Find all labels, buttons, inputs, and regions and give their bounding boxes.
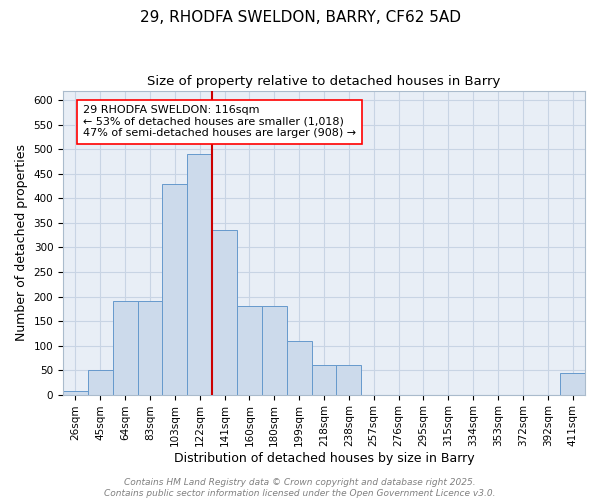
Bar bbox=[237, 306, 262, 394]
Bar bbox=[88, 370, 113, 394]
Title: Size of property relative to detached houses in Barry: Size of property relative to detached ho… bbox=[148, 75, 501, 88]
Bar bbox=[187, 154, 212, 394]
Bar bbox=[560, 372, 585, 394]
Bar bbox=[113, 302, 137, 394]
Bar bbox=[287, 340, 311, 394]
Bar bbox=[163, 184, 187, 394]
Bar bbox=[212, 230, 237, 394]
Text: 29 RHODFA SWELDON: 116sqm
← 53% of detached houses are smaller (1,018)
47% of se: 29 RHODFA SWELDON: 116sqm ← 53% of detac… bbox=[83, 106, 356, 138]
Bar bbox=[311, 365, 337, 394]
Bar bbox=[63, 390, 88, 394]
X-axis label: Distribution of detached houses by size in Barry: Distribution of detached houses by size … bbox=[174, 452, 475, 465]
Bar bbox=[262, 306, 287, 394]
Bar bbox=[137, 302, 163, 394]
Text: Contains HM Land Registry data © Crown copyright and database right 2025.
Contai: Contains HM Land Registry data © Crown c… bbox=[104, 478, 496, 498]
Y-axis label: Number of detached properties: Number of detached properties bbox=[15, 144, 28, 341]
Bar bbox=[337, 365, 361, 394]
Text: 29, RHODFA SWELDON, BARRY, CF62 5AD: 29, RHODFA SWELDON, BARRY, CF62 5AD bbox=[139, 10, 461, 25]
